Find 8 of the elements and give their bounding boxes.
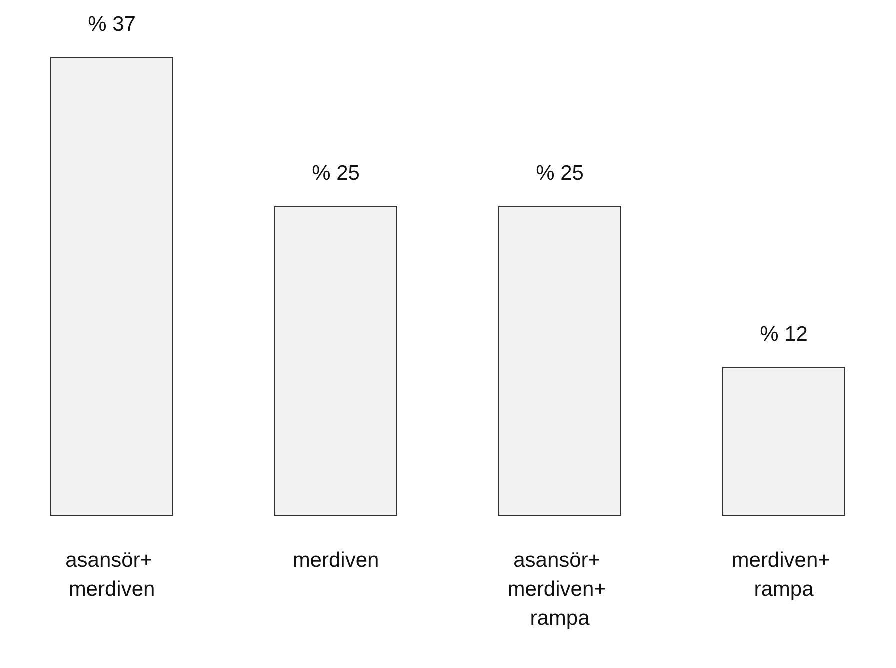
data-label: % 12 — [760, 323, 808, 346]
x-tick-label: asansör+ merdiven+ rampa — [508, 549, 612, 630]
data-label: % 37 — [88, 13, 136, 36]
x-tick-label: merdiven — [292, 549, 380, 572]
x-tick-label: merdiven+ rampa — [732, 549, 836, 601]
data-label: % 25 — [536, 162, 584, 185]
x-tick-label: asansör+ merdiven — [66, 549, 158, 601]
data-label: % 25 — [312, 162, 360, 185]
